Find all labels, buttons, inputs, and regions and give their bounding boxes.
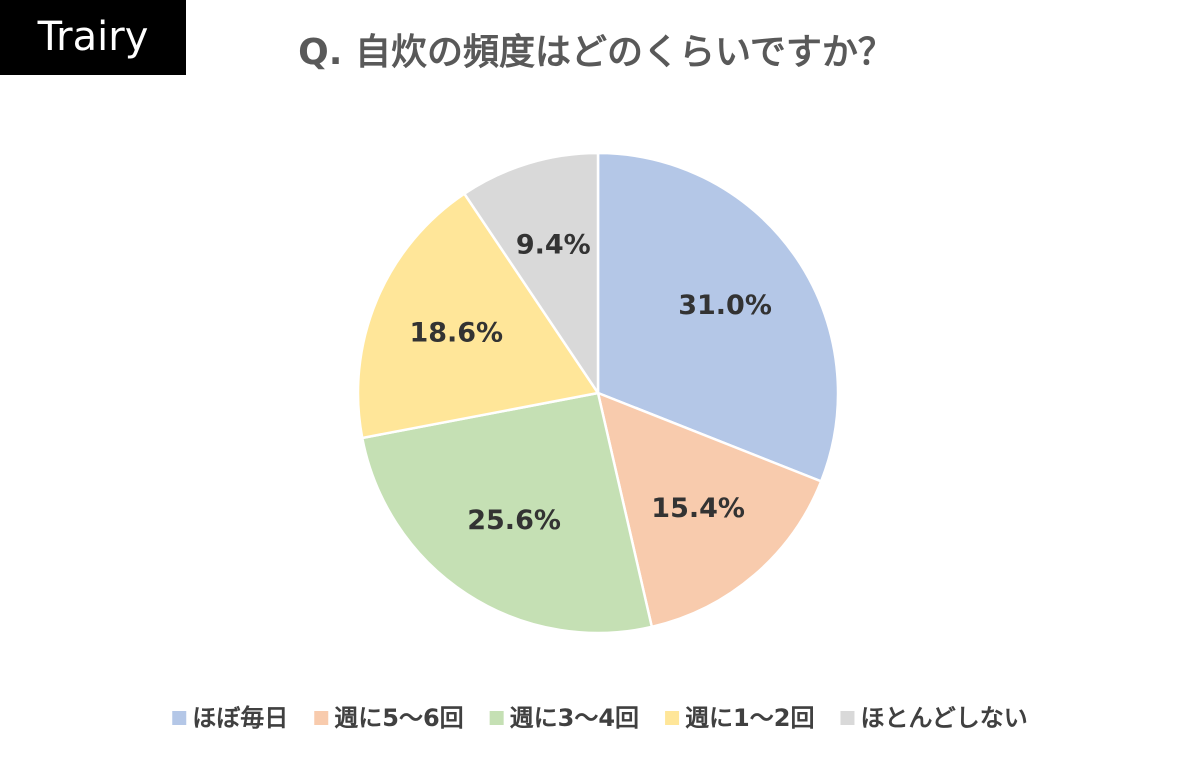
data-label: 15.4% xyxy=(651,493,745,524)
brand-box xyxy=(0,0,186,75)
legend-label: ほぼ毎日 xyxy=(192,704,288,732)
data-label: 9.4% xyxy=(516,230,591,261)
pie-slice xyxy=(596,151,840,483)
legend-swatch xyxy=(314,711,329,725)
legend-label: ほとんどしない xyxy=(860,704,1027,732)
legend-swatch xyxy=(665,711,680,725)
legend-label: 週に5〜6回 xyxy=(334,704,463,732)
legend-label: 週に3〜4回 xyxy=(510,704,639,732)
data-label: 18.6% xyxy=(409,317,503,348)
data-label: 31.0% xyxy=(678,290,772,321)
legend-swatch xyxy=(172,711,187,725)
pie-slice xyxy=(360,391,654,635)
legend-label: 週に1〜2回 xyxy=(685,704,814,732)
pie-slice xyxy=(356,191,601,440)
legend-swatch xyxy=(840,711,855,725)
brand: Trairy xyxy=(37,14,149,60)
pie-slice xyxy=(462,151,600,398)
data-label: 25.6% xyxy=(467,505,561,536)
pie-slice xyxy=(596,390,823,629)
chart-title: Q. 自炊の頻度はどのくらいですか？ xyxy=(298,32,894,73)
legend-swatch xyxy=(489,711,504,725)
